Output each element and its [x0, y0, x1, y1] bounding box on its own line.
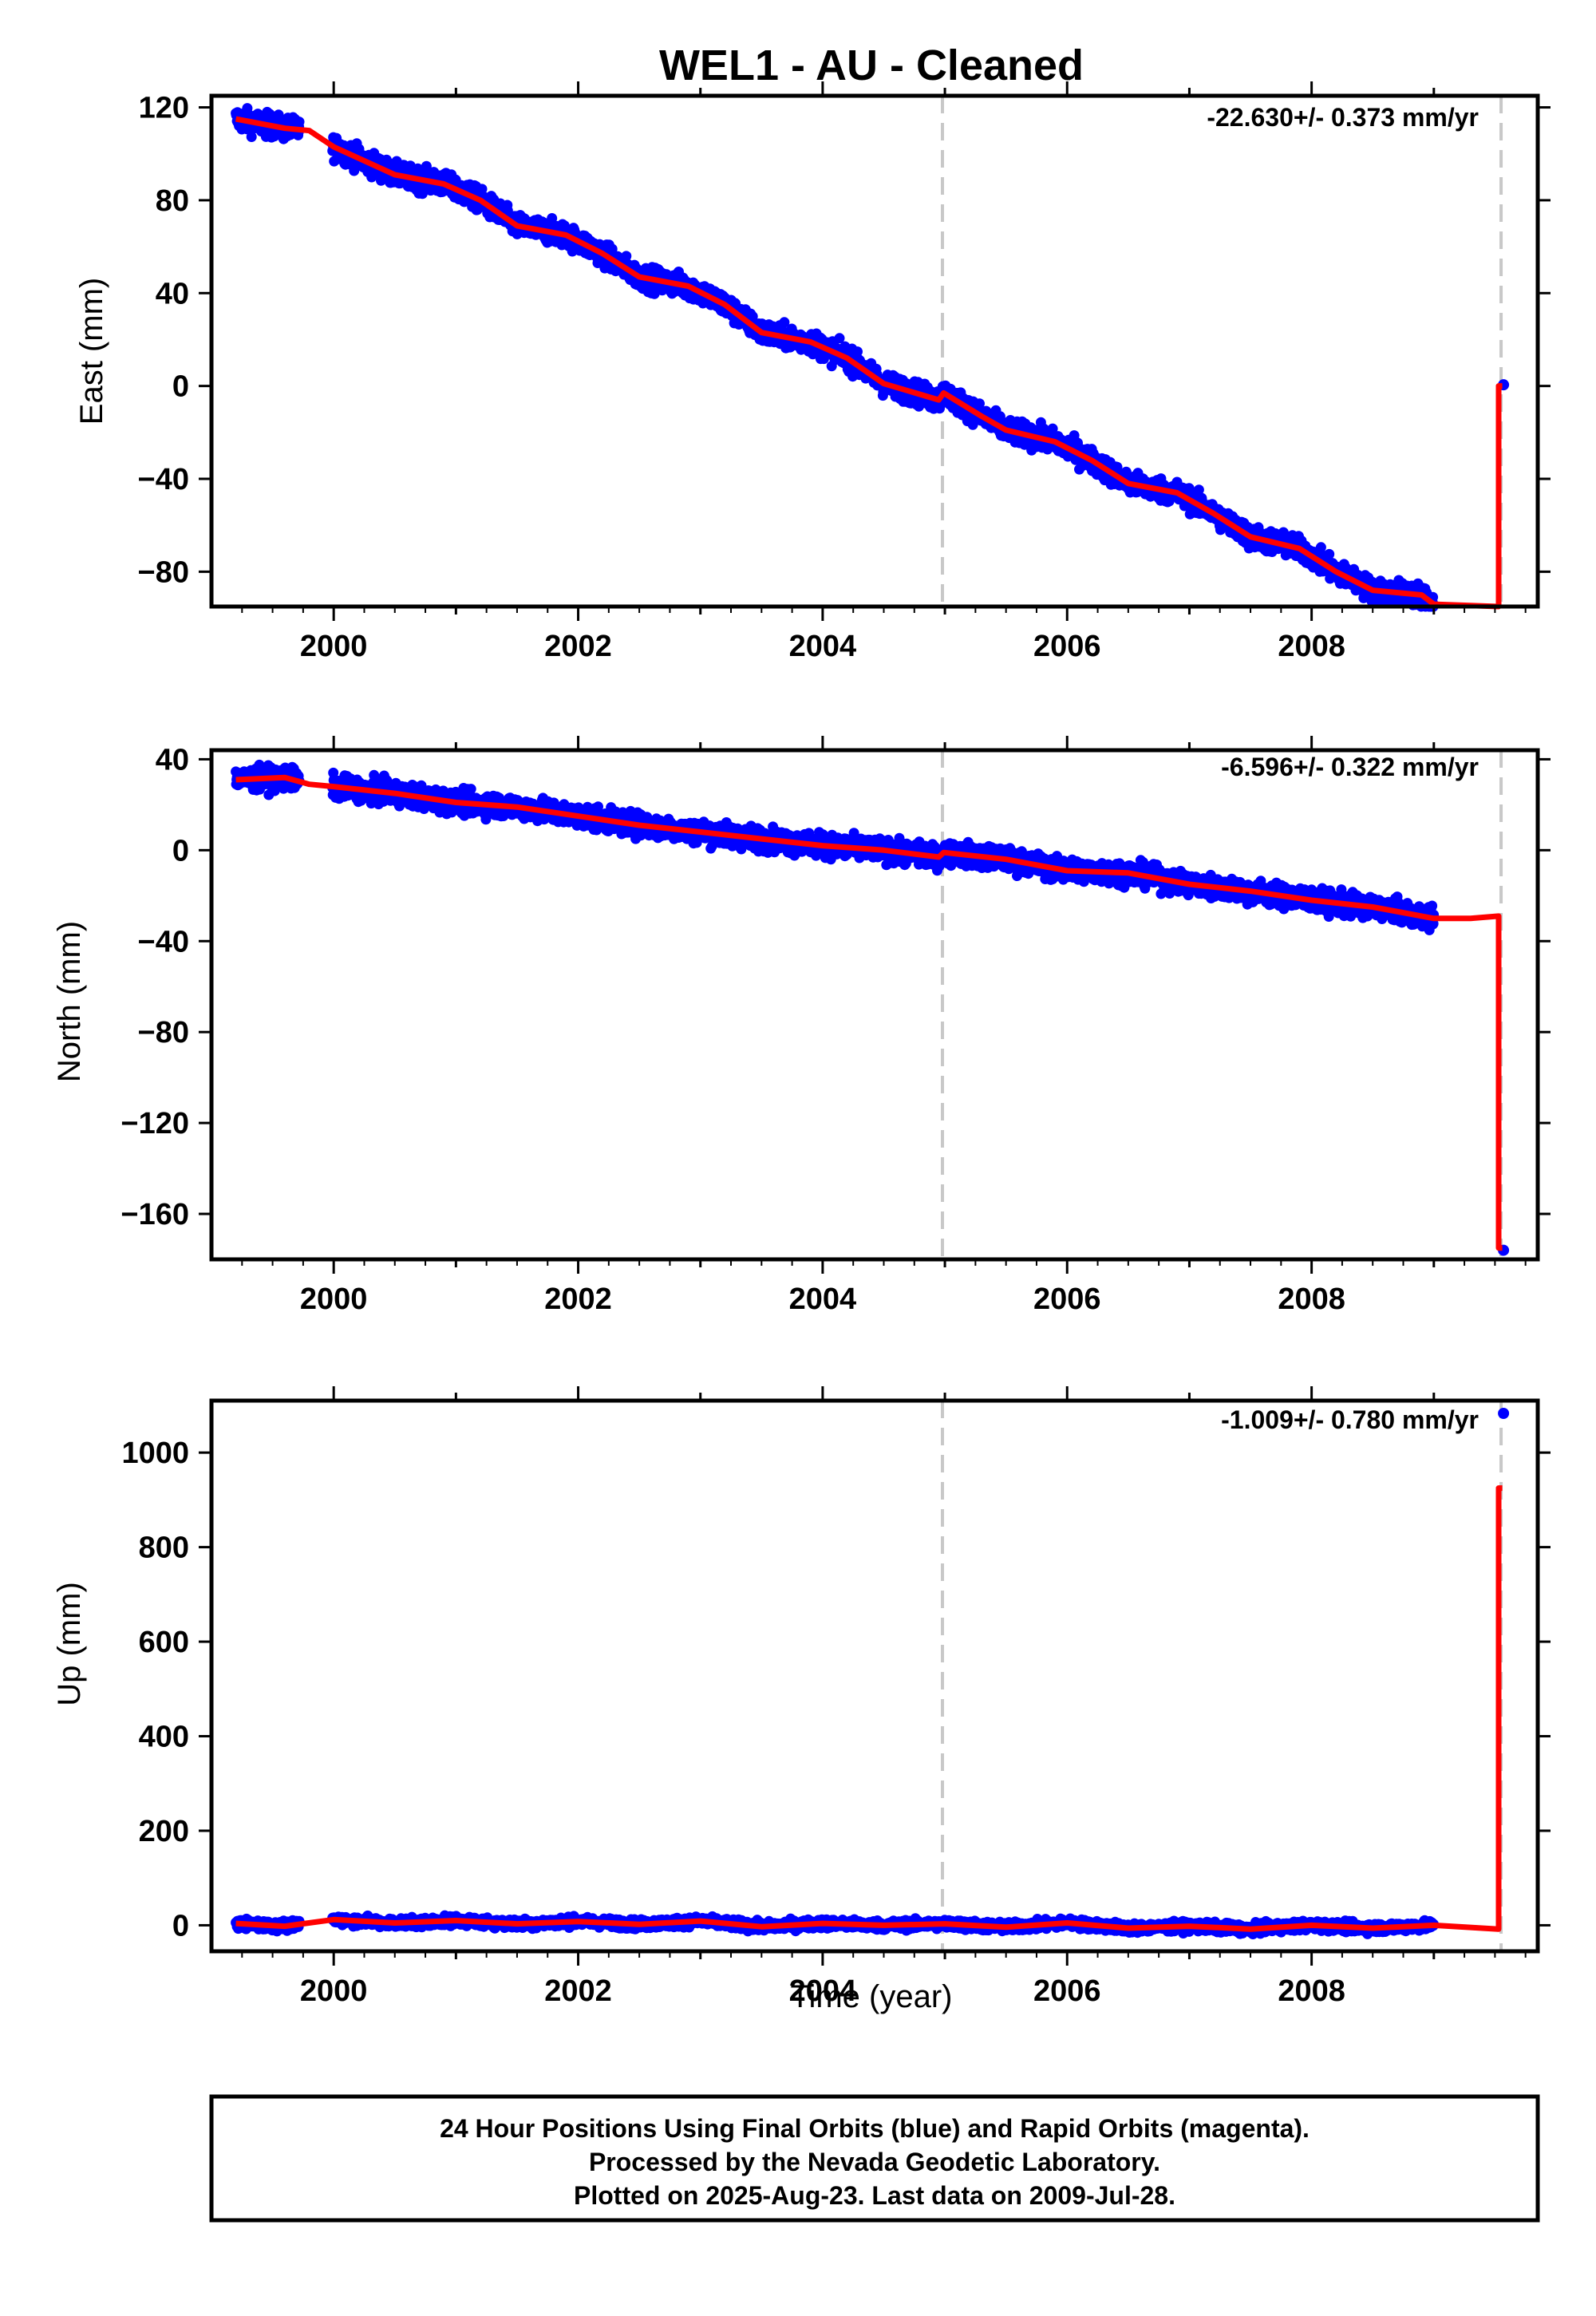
east-ylabel: East (mm) — [74, 278, 109, 425]
east-data-point — [421, 160, 432, 172]
east-x-tick-label: 2006 — [1033, 630, 1101, 663]
east-data-point — [974, 398, 985, 409]
east-y-tick-label: −40 — [138, 463, 189, 496]
east-y-tick-label: −80 — [138, 555, 189, 589]
north-ylabel: North (mm) — [52, 921, 87, 1082]
east-x-tick-label: 2008 — [1278, 630, 1345, 663]
east-panel: East (mm) -22.630+/- 0.373 mm/yr 120 80 40… — [74, 81, 1551, 663]
east-y-tick-label: 0 — [172, 370, 189, 404]
east-data-point — [834, 333, 845, 344]
east-data-point — [1193, 484, 1204, 496]
east-x-tick-label: 2002 — [544, 630, 612, 663]
east-y-tick-label: 80 — [156, 184, 189, 218]
east-data-point — [621, 251, 632, 262]
east-data-point — [547, 213, 558, 223]
east-rate-label: -22.630+/- 0.373 mm/yr — [1207, 103, 1479, 132]
east-data-point — [294, 117, 305, 128]
east-data-point — [246, 132, 257, 142]
east-data-point — [1324, 548, 1335, 559]
east-y-tick-label: 120 — [139, 92, 189, 125]
east-x-tick-label: 2004 — [789, 630, 857, 663]
chart-title: WEL1 - AU - Cleaned — [659, 41, 1084, 89]
east-data-point — [779, 317, 790, 328]
east-x-tick-label: 2000 — [300, 630, 368, 663]
east-y-tick-label: 40 — [156, 277, 189, 310]
north-rate-label: -6.596+/- 0.322 mm/yr — [1221, 753, 1479, 781]
north-panel: North (mm) -6.596+/- 0.322 mm/yr 400−40−… — [52, 736, 1551, 1316]
